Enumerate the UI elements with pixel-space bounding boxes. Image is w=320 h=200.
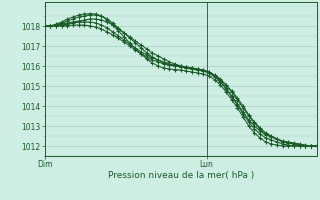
X-axis label: Pression niveau de la mer( hPa ): Pression niveau de la mer( hPa ) — [108, 171, 254, 180]
